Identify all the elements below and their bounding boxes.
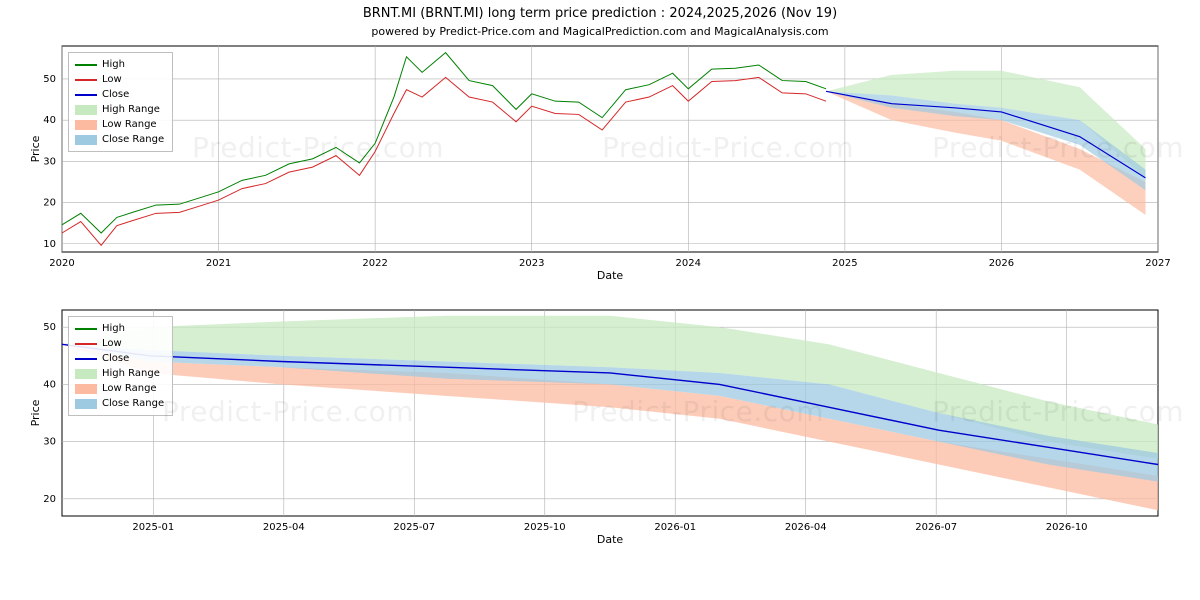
legend-item: High (75, 321, 164, 336)
ylabel-top: Price (29, 136, 42, 163)
svg-text:2026: 2026 (989, 258, 1014, 269)
legend-item: Low Range (75, 117, 164, 132)
xlabel-bottom: Date (597, 533, 623, 546)
svg-text:40: 40 (43, 115, 56, 126)
legend-swatch (75, 343, 97, 345)
chart-title: BRNT.MI (BRNT.MI) long term price predic… (0, 0, 1200, 21)
svg-text:10: 10 (43, 239, 56, 250)
svg-text:2022: 2022 (362, 258, 387, 269)
svg-text:20: 20 (43, 198, 56, 209)
legend-label: High (102, 323, 125, 334)
legend-label: Low (102, 338, 122, 349)
legend-item: Low (75, 72, 164, 87)
svg-text:2026-10: 2026-10 (1046, 522, 1088, 533)
legend-item: Close Range (75, 396, 164, 411)
svg-text:30: 30 (43, 437, 56, 448)
svg-text:20: 20 (43, 494, 56, 505)
svg-text:2020: 2020 (49, 258, 74, 269)
legend-item: Close (75, 351, 164, 366)
legend-label: Close Range (102, 398, 164, 409)
legend-swatch (75, 64, 97, 66)
svg-text:2025-01: 2025-01 (132, 522, 174, 533)
legend-item: Close (75, 87, 164, 102)
legend-item: High Range (75, 366, 164, 381)
legend-swatch (75, 135, 97, 145)
legend-item: Low (75, 336, 164, 351)
legend-label: High (102, 59, 125, 70)
legend-label: Low (102, 74, 122, 85)
legend-swatch (75, 79, 97, 81)
svg-text:2024: 2024 (676, 258, 701, 269)
legend-swatch (75, 358, 97, 360)
svg-text:2025-07: 2025-07 (393, 522, 435, 533)
ylabel-bottom: Price (29, 400, 42, 427)
svg-text:2025-10: 2025-10 (524, 522, 566, 533)
svg-text:2021: 2021 (206, 258, 231, 269)
svg-text:2026-01: 2026-01 (654, 522, 696, 533)
svg-text:2026-07: 2026-07 (915, 522, 957, 533)
legend-item: Low Range (75, 381, 164, 396)
svg-text:2026-04: 2026-04 (785, 522, 827, 533)
legend-swatch (75, 369, 97, 379)
legend-swatch (75, 328, 97, 330)
svg-text:2025: 2025 (832, 258, 857, 269)
legend-label: Low Range (102, 119, 157, 130)
legend-swatch (75, 384, 97, 394)
top-chart: 1020304050202020212022202320242025202620… (62, 46, 1158, 252)
legend-label: High Range (102, 368, 160, 379)
svg-text:50: 50 (43, 74, 56, 85)
chart-subtitle: powered by Predict-Price.com and Magical… (0, 21, 1200, 44)
legend-label: High Range (102, 104, 160, 115)
legend-item: Close Range (75, 132, 164, 147)
legend-bottom: High Low Close High Range Low Range Close Ran… (68, 316, 173, 416)
legend-label: Close (102, 89, 129, 100)
svg-text:50: 50 (43, 322, 56, 333)
legend-swatch (75, 120, 97, 130)
svg-text:2023: 2023 (519, 258, 544, 269)
xlabel-top: Date (597, 269, 623, 282)
legend-label: Close (102, 353, 129, 364)
legend-swatch (75, 399, 97, 409)
legend-label: Close Range (102, 134, 164, 145)
svg-text:40: 40 (43, 379, 56, 390)
svg-text:2027: 2027 (1145, 258, 1170, 269)
svg-text:30: 30 (43, 156, 56, 167)
svg-text:2025-04: 2025-04 (263, 522, 305, 533)
legend-swatch (75, 105, 97, 115)
bottom-chart: 203040502025-012025-042025-072025-102026… (62, 310, 1158, 516)
legend-item: High Range (75, 102, 164, 117)
legend-swatch (75, 94, 97, 96)
legend-item: High (75, 57, 164, 72)
legend-label: Low Range (102, 383, 157, 394)
legend-top: High Low Close High Range Low Range Close Ran… (68, 52, 173, 152)
